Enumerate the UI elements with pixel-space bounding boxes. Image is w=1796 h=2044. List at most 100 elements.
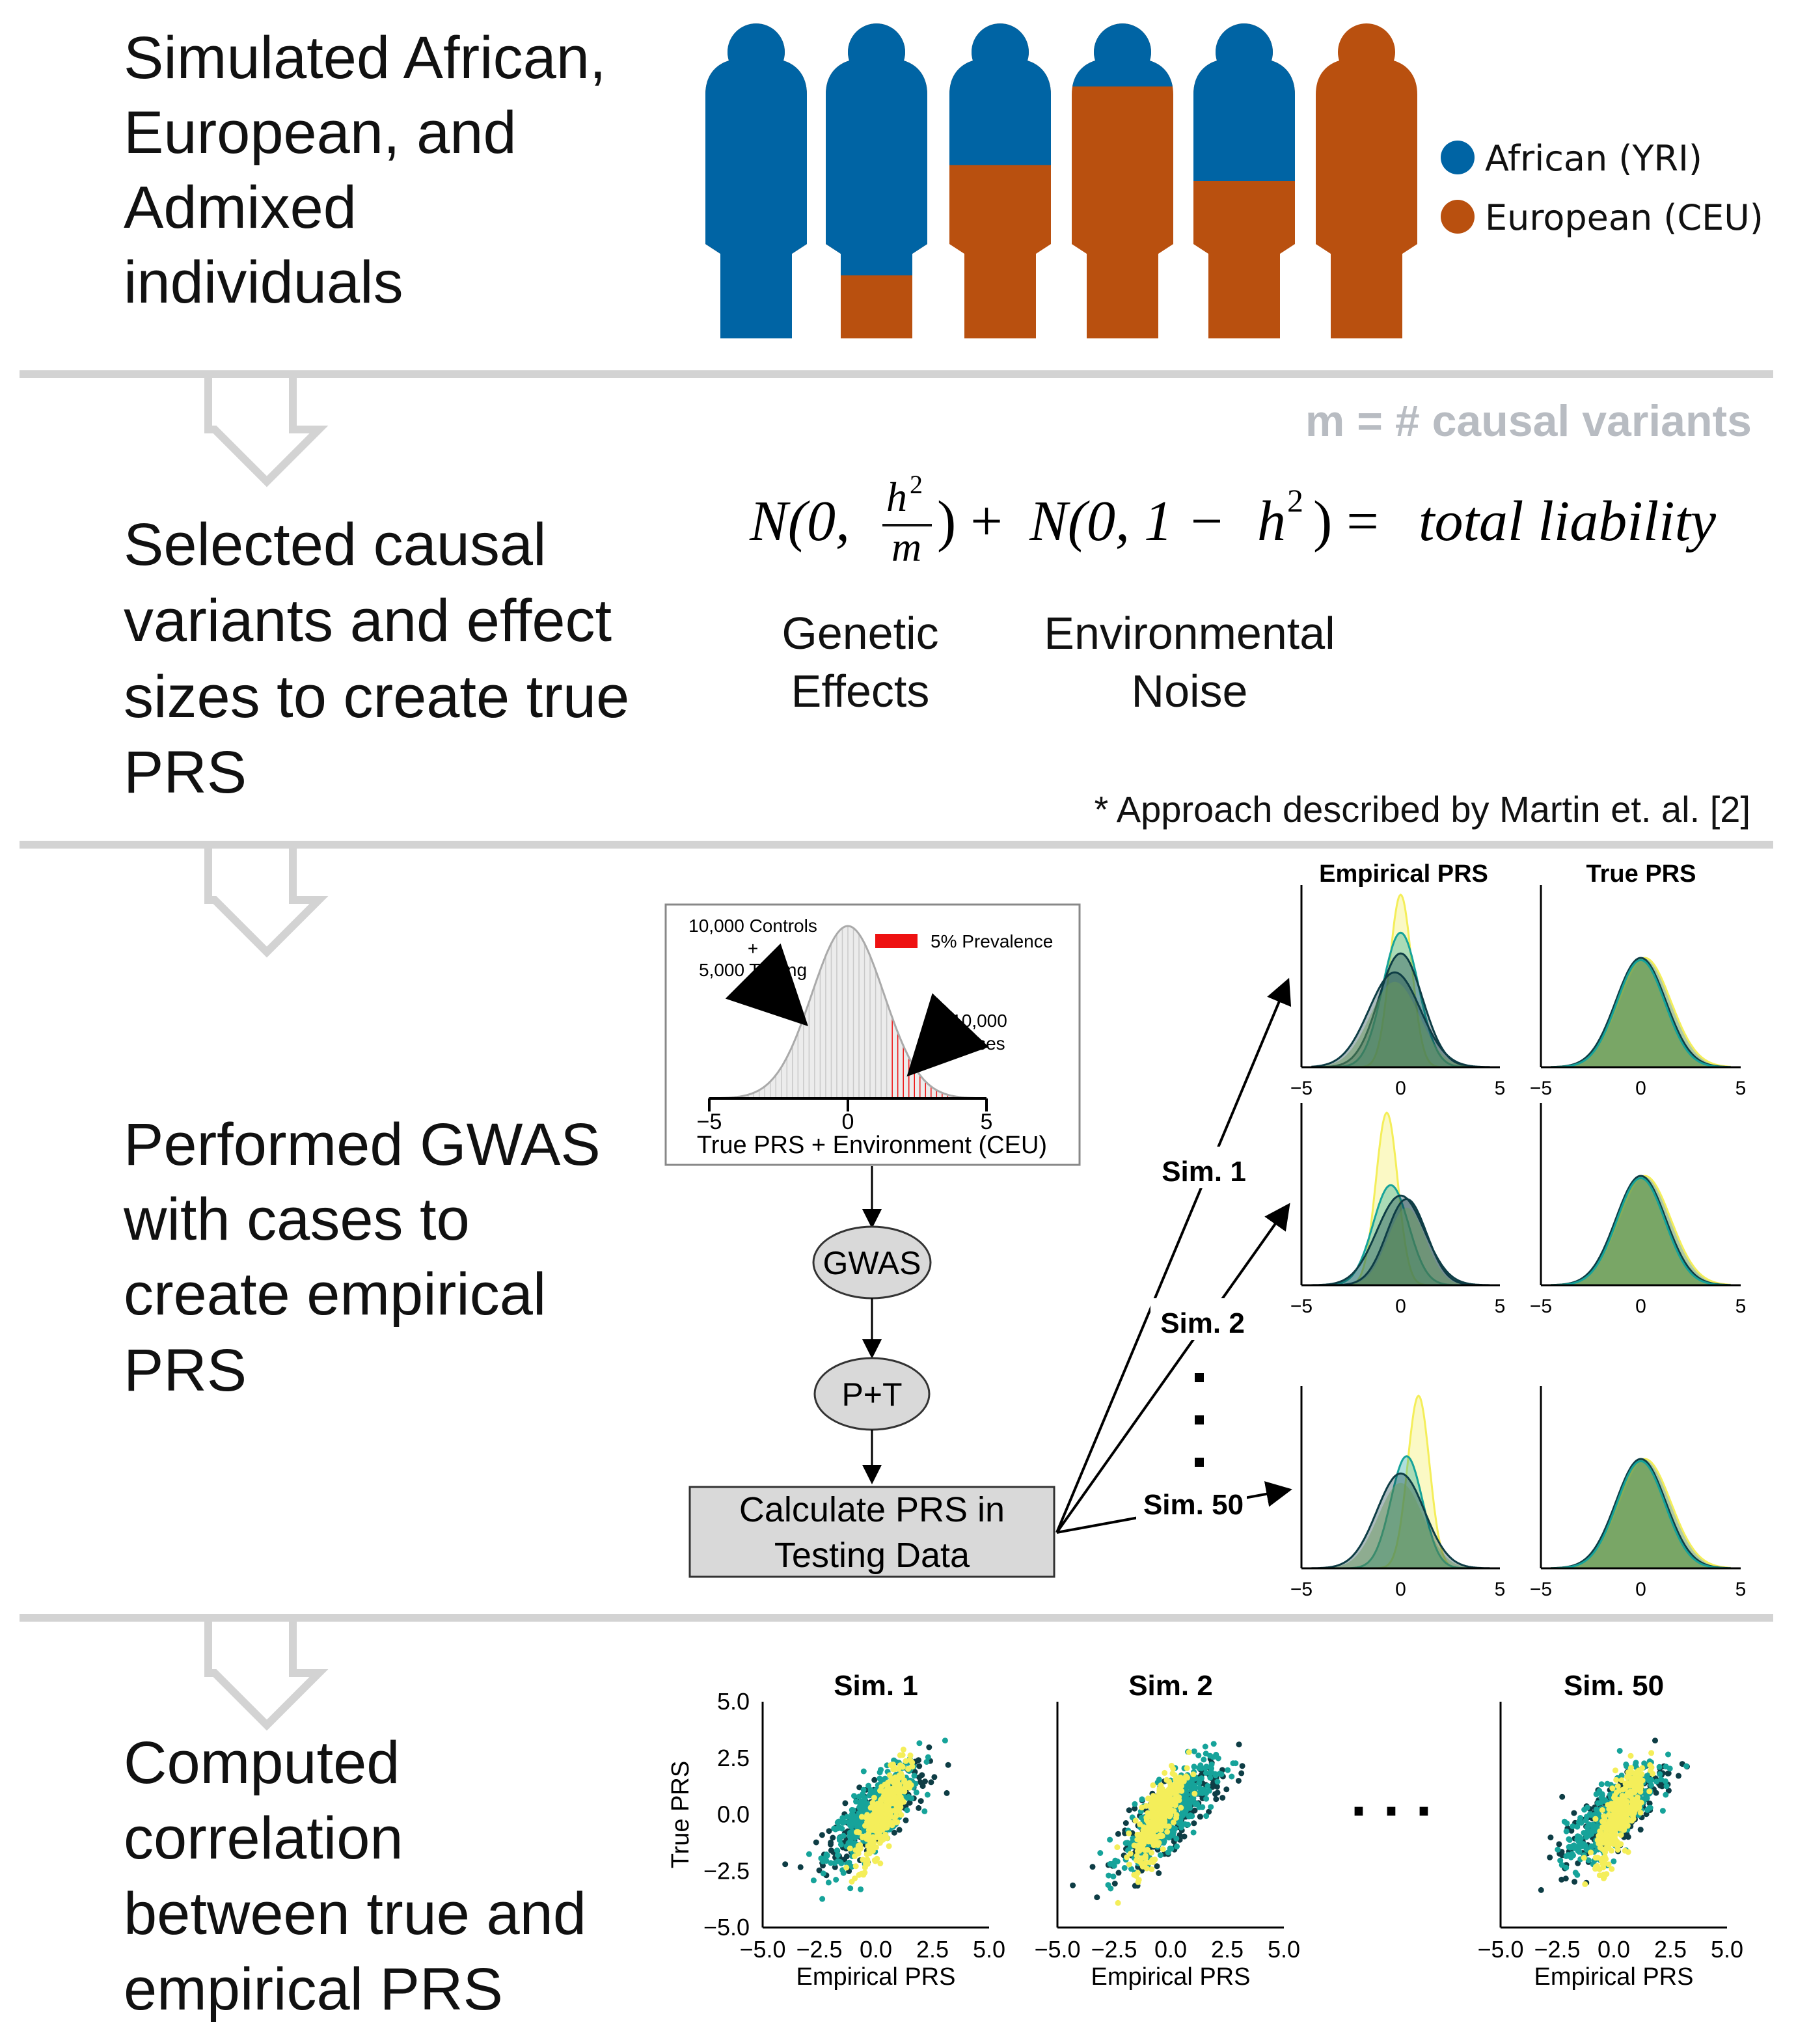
liability-formula: N(0, h 2 m ) + N(0, 1 − h 2 ) = total li… [749, 470, 1717, 570]
european-legend-label: European (CEU) [1485, 197, 1763, 238]
step1-line: Simulated African, [124, 25, 606, 91]
formula-close: ) = [1313, 490, 1379, 553]
calculate-prs-box [688, 1486, 1055, 1578]
step2-line: variants and effect [124, 588, 612, 654]
formula-n1: N(0, [749, 490, 850, 553]
step3-line: Performed GWAS [124, 1111, 601, 1178]
people-row [705, 23, 1417, 338]
density-tick: −5 [1290, 1296, 1313, 1317]
causal-variants-label: m = # causal variants [1305, 396, 1752, 446]
person-icon [949, 23, 1051, 338]
bell-curve [708, 925, 986, 1100]
density-tick: 0 [1635, 1579, 1646, 1600]
step3-line: create empirical [124, 1261, 546, 1328]
formula-sup: 2 [910, 470, 923, 499]
density-panel: −5 0 5 [1530, 1386, 1746, 1600]
formula-sup-2: 2 [1287, 482, 1303, 519]
density-panel: −5 0 5 [1290, 1103, 1505, 1317]
sim-label: Sim. 50 [1143, 1489, 1244, 1521]
gwas-label: GWAS [823, 1245, 921, 1281]
calculate-prs-label: Testing Data [774, 1536, 970, 1575]
simulation-arrows: Sim. 1 Sim. 2 Sim. 50 [1055, 977, 1292, 1534]
density-tick: 5 [1735, 1579, 1747, 1600]
person-icon [826, 23, 927, 338]
density-tick: −5 [1530, 1296, 1552, 1317]
scatter-xtick: 5.0 [1268, 1936, 1300, 1963]
scatter-row: Sim. 1 −5.0 −2.5 0.0 2.5 5.0 Empirical PRS 5.0 2… [667, 1670, 1743, 1991]
step2-line: sizes to create true [124, 664, 629, 730]
scatter-xtick: 5.0 [1711, 1936, 1743, 1963]
prevalence-label: 5% Prevalence [931, 931, 1053, 951]
step4-line: empirical PRS [124, 1956, 503, 2023]
formula-plus: ) + [937, 490, 1003, 553]
density-tick: 0 [1635, 1078, 1646, 1099]
scatter-xtick: 5.0 [973, 1936, 1005, 1963]
density-tick: −5 [1290, 1078, 1313, 1099]
scatter-xtick: −5.0 [739, 1936, 785, 1963]
sim-label: Sim. 1 [1162, 1156, 1246, 1188]
density-tick: 5 [1495, 1579, 1506, 1600]
scatter-xlabel: Empirical PRS [1534, 1963, 1694, 1991]
scatter-xtick: 2.5 [1654, 1936, 1687, 1963]
pt-label: P+T [841, 1376, 902, 1413]
density-tick: −5 [1290, 1579, 1313, 1600]
step1-text: Simulated African, European, and Admixed… [124, 25, 606, 316]
scatter-ytick: −5.0 [703, 1914, 750, 1941]
density-panel: −5 0 5 [1530, 1103, 1746, 1317]
density-panel: −5 0 5 [1290, 1386, 1505, 1600]
scatter-xtick: −2.5 [1534, 1936, 1580, 1963]
controls-label: 5,000 Testing [699, 960, 807, 980]
scatter-xlabel: Empirical PRS [1091, 1963, 1251, 1991]
european-legend-dot [1441, 200, 1475, 234]
density-panel: −5 0 5 [1290, 885, 1505, 1099]
step2-text: Selected causal variants and effect size… [124, 511, 629, 806]
liability-tick: −5 [697, 1110, 722, 1134]
ancestry-legend: African (YRI) European (CEU) [1441, 138, 1763, 238]
formula-annotations: Genetic Effects Environmental Noise * Ap… [782, 608, 1750, 830]
person-icon [705, 23, 807, 338]
step4-line: between true and [124, 1881, 586, 1947]
liability-distribution-plot: −5 0 5 True PRS + Environment (CEU) 10,0… [664, 903, 1081, 1166]
scatter-ytick: −2.5 [703, 1857, 750, 1884]
liability-tick: 5 [981, 1110, 993, 1134]
scatter-title: Sim. 2 [1128, 1670, 1213, 1702]
step2-line: Selected causal [124, 511, 547, 578]
scatter-xtick: −5.0 [1477, 1936, 1523, 1963]
formula-h-2: h [1257, 490, 1286, 553]
step3-line: with cases to [123, 1186, 470, 1253]
scatter-xtick: 0.0 [1154, 1936, 1187, 1963]
genetic-label: Effects [791, 666, 930, 716]
density-panel: −5 0 5 [1530, 885, 1746, 1099]
cases-label: 10,000 [951, 1011, 1007, 1031]
sim-label: Sim. 2 [1160, 1307, 1245, 1339]
step4-line: Computed [124, 1730, 400, 1796]
controls-label: 10,000 Controls [688, 916, 817, 936]
density-tick: 0 [1395, 1078, 1406, 1099]
scatter-xtick: −2.5 [796, 1936, 842, 1963]
formula-h: h [886, 474, 907, 520]
density-tick: 5 [1495, 1296, 1506, 1317]
controls-label: + [748, 938, 758, 959]
scatter-ellipsis: . . . [1350, 1764, 1432, 1829]
formula-m: m [891, 524, 921, 570]
genetic-label: Genetic [782, 608, 938, 659]
person-icon [1193, 23, 1295, 338]
density-tick: −5 [1530, 1078, 1552, 1099]
formula-total: total liability [1419, 490, 1717, 553]
scatter-title: Sim. 50 [1564, 1670, 1664, 1702]
divider-2 [20, 841, 1773, 958]
step1-line: Admixed [124, 174, 357, 241]
scatter-panel: Sim. 50 −5.0 −2.5 0.0 2.5 5.0 Empirical PRS [1477, 1670, 1743, 1991]
liability-tick: 0 [842, 1110, 854, 1134]
person-icon [1072, 23, 1173, 338]
divider-1 [20, 370, 1773, 487]
step1-line: individuals [124, 249, 403, 316]
step1-line: European, and [124, 100, 517, 166]
pipeline: GWAS P+T Calculate PRS in Testing Data [688, 1166, 1055, 1578]
scatter-panel: Sim. 1 −5.0 −2.5 0.0 2.5 5.0 Empirical PRS 5.0 2… [667, 1670, 1005, 1991]
scatter-ylabel: True PRS [667, 1761, 694, 1868]
density-tick: 5 [1735, 1078, 1747, 1099]
step3-line: PRS [124, 1337, 247, 1404]
density-tick: −5 [1530, 1579, 1552, 1600]
african-legend-label: African (YRI) [1485, 138, 1702, 179]
